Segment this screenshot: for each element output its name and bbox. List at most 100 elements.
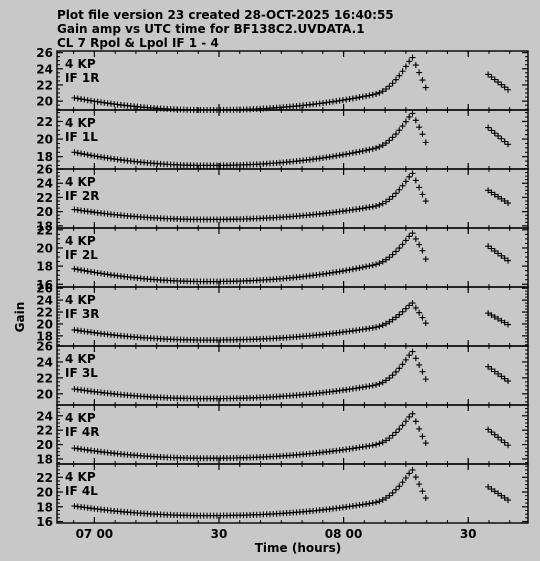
y-tick-label: 22 bbox=[36, 471, 53, 485]
data-point bbox=[412, 62, 419, 69]
data-point bbox=[369, 203, 376, 210]
y-tick-label: 24 bbox=[36, 62, 53, 76]
data-point bbox=[366, 146, 373, 153]
data-point bbox=[71, 265, 78, 272]
data-point bbox=[505, 378, 512, 385]
data-point bbox=[402, 356, 409, 363]
data-point bbox=[346, 96, 353, 103]
data-point bbox=[488, 486, 495, 493]
y-tick-label: 24 bbox=[36, 294, 53, 308]
data-point bbox=[369, 499, 376, 506]
data-point bbox=[406, 233, 413, 240]
data-point bbox=[416, 425, 423, 432]
data-point bbox=[491, 313, 498, 320]
y-axis-label: Gain bbox=[13, 302, 27, 333]
x-tick-label: 30 bbox=[460, 527, 477, 541]
data-point bbox=[383, 198, 390, 205]
data-point bbox=[81, 151, 88, 158]
data-point bbox=[419, 433, 426, 440]
data-point bbox=[402, 418, 409, 425]
data-point bbox=[376, 323, 383, 330]
data-point bbox=[383, 377, 390, 384]
data-point bbox=[399, 68, 406, 75]
data-point bbox=[488, 127, 495, 134]
panel-antenna-label: 4 KP bbox=[65, 234, 96, 248]
data-point bbox=[399, 479, 406, 486]
data-point bbox=[505, 321, 512, 328]
data-point bbox=[84, 151, 91, 158]
data-point bbox=[376, 498, 383, 505]
data-point bbox=[373, 261, 380, 268]
data-points bbox=[71, 300, 512, 344]
data-point bbox=[389, 316, 396, 323]
x-tick-label: 07 00 bbox=[76, 527, 114, 541]
data-point bbox=[84, 268, 91, 275]
data-point bbox=[505, 141, 512, 148]
x-tick-label: 30 bbox=[211, 527, 228, 541]
data-point bbox=[501, 138, 508, 145]
data-point bbox=[485, 483, 492, 490]
data-point bbox=[373, 499, 380, 506]
data-point bbox=[488, 245, 495, 252]
data-point bbox=[501, 494, 508, 501]
panel-frame bbox=[56, 463, 529, 524]
y-tick-label: 16 bbox=[36, 515, 53, 529]
data-point bbox=[419, 314, 426, 321]
data-point bbox=[406, 113, 413, 120]
data-point bbox=[363, 147, 370, 154]
data-point bbox=[379, 439, 386, 446]
data-points bbox=[71, 54, 512, 113]
data-point bbox=[498, 317, 505, 324]
data-point bbox=[498, 492, 505, 499]
data-point bbox=[373, 381, 380, 388]
data-point bbox=[366, 262, 373, 269]
data-point bbox=[369, 442, 376, 449]
data-point bbox=[369, 91, 376, 98]
y-tick-label: 24 bbox=[36, 409, 53, 423]
y-tick-label: 20 bbox=[36, 205, 53, 219]
y-tick-label: 16 bbox=[36, 278, 53, 292]
data-point bbox=[399, 241, 406, 248]
data-point bbox=[363, 263, 370, 270]
data-points bbox=[71, 348, 512, 402]
data-point bbox=[91, 152, 98, 159]
data-points bbox=[71, 110, 512, 169]
data-point bbox=[491, 488, 498, 495]
data-point bbox=[386, 196, 393, 203]
data-point bbox=[491, 130, 498, 137]
data-point bbox=[488, 312, 495, 319]
data-point bbox=[366, 204, 373, 211]
data-point bbox=[383, 320, 390, 327]
data-point bbox=[392, 314, 399, 321]
data-point bbox=[419, 368, 426, 375]
data-point bbox=[488, 429, 495, 436]
data-point bbox=[366, 383, 373, 390]
data-point bbox=[386, 137, 393, 144]
data-point bbox=[402, 237, 409, 244]
data-point bbox=[422, 256, 429, 263]
data-point bbox=[392, 131, 399, 138]
data-point bbox=[346, 150, 353, 157]
data-point bbox=[373, 145, 380, 152]
data-point bbox=[402, 63, 409, 70]
data-points bbox=[71, 410, 512, 462]
data-point bbox=[396, 186, 403, 193]
y-tick-label: 24 bbox=[36, 177, 53, 191]
data-point bbox=[71, 94, 78, 101]
data-point bbox=[353, 149, 360, 156]
data-point bbox=[392, 248, 399, 255]
data-point bbox=[379, 496, 386, 503]
data-point bbox=[416, 309, 423, 316]
data-point bbox=[495, 79, 502, 86]
y-tick-label: 20 bbox=[36, 486, 53, 500]
data-point bbox=[406, 413, 413, 420]
data-point bbox=[343, 267, 350, 274]
panel-if-label: IF 2R bbox=[65, 189, 99, 203]
data-point bbox=[392, 486, 399, 493]
data-point bbox=[505, 200, 512, 207]
data-point bbox=[495, 434, 502, 441]
data-point bbox=[488, 189, 495, 196]
